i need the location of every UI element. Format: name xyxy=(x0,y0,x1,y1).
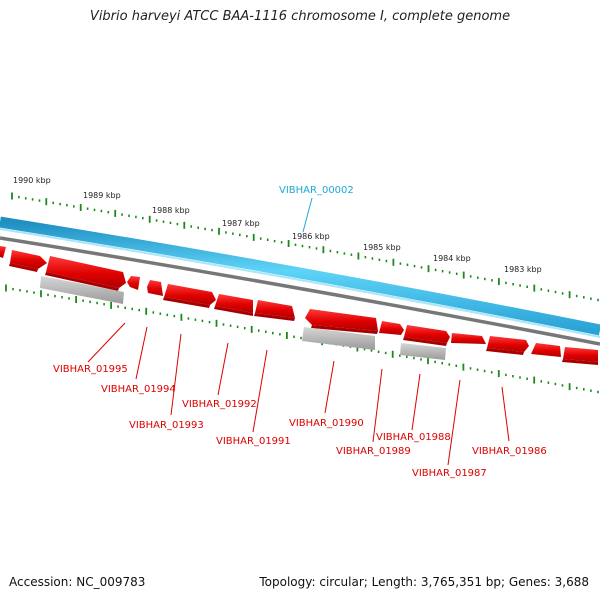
gene-arrow[interactable] xyxy=(531,343,561,357)
gene-label-vibhar-01994[interactable]: VIBHAR_01994 xyxy=(101,384,176,395)
gene-track xyxy=(0,246,598,365)
backbone-gray-track xyxy=(0,236,600,346)
gene-arrow[interactable] xyxy=(403,325,450,346)
feature-label-vibhar-00002[interactable]: VIBHAR_00002 xyxy=(279,185,354,196)
gene-label-vibhar-01988[interactable]: VIBHAR_01988 xyxy=(376,432,451,443)
scale-label-1990: 1990 kbp xyxy=(13,176,51,185)
gene-label-vibhar-01993[interactable]: VIBHAR_01993 xyxy=(129,420,204,431)
gene-label-vibhar-01995[interactable]: VIBHAR_01995 xyxy=(53,364,128,375)
scale-label-1986: 1986 kbp xyxy=(292,232,330,241)
gene-arrow[interactable] xyxy=(254,300,295,321)
gene-label-vibhar-01991[interactable]: VIBHAR_01991 xyxy=(216,436,291,447)
gene-arrow[interactable] xyxy=(214,294,253,316)
map-title: Vibrio harveyi ATCC BAA-1116 chromosome … xyxy=(89,9,511,24)
gene-arrow[interactable] xyxy=(0,246,6,258)
gene-label-vibhar-01990[interactable]: VIBHAR_01990 xyxy=(289,418,364,429)
gene-label-vibhar-01992[interactable]: VIBHAR_01992 xyxy=(182,399,257,410)
gene-arrow[interactable] xyxy=(379,321,404,335)
genome-summary-text: Topology: circular; Length: 3,765,351 bp… xyxy=(259,575,589,589)
accession-text: Accession: NC_009783 xyxy=(9,575,146,589)
gene-arrow[interactable] xyxy=(127,276,140,290)
pseudo-gene-track xyxy=(40,276,446,360)
gene-arrow[interactable] xyxy=(486,336,529,355)
pseudo-gene-bar[interactable] xyxy=(302,327,375,350)
gene-arrow[interactable] xyxy=(45,256,126,291)
scale-label-1983: 1983 kbp xyxy=(504,265,542,274)
gene-arrow[interactable] xyxy=(163,284,216,308)
outer-scale-ticks xyxy=(11,192,599,302)
scale-label-1984: 1984 kbp xyxy=(433,254,471,263)
gene-arrow[interactable] xyxy=(451,333,486,344)
gene-leaders xyxy=(87,322,510,466)
gene-arrow[interactable] xyxy=(9,250,47,272)
scale-label-1988: 1988 kbp xyxy=(152,206,190,215)
pseudo-gene-bar[interactable] xyxy=(40,276,124,304)
feature-leader-vibhar-00002 xyxy=(302,197,313,233)
backbone-cyan-track xyxy=(0,216,600,336)
gene-label-vibhar-01989[interactable]: VIBHAR_01989 xyxy=(336,446,411,457)
backbone-cyan-edge xyxy=(0,228,600,338)
scale-label-1989: 1989 kbp xyxy=(83,191,121,200)
gene-arrow[interactable] xyxy=(305,309,378,334)
scale-label-1985: 1985 kbp xyxy=(363,243,401,252)
gene-arrow[interactable] xyxy=(147,280,163,296)
gene-label-vibhar-01987[interactable]: VIBHAR_01987 xyxy=(412,468,487,479)
pseudo-gene-bar[interactable] xyxy=(400,343,446,360)
scale-label-1987: 1987 kbp xyxy=(222,219,260,228)
gene-label-vibhar-01986[interactable]: VIBHAR_01986 xyxy=(472,446,547,457)
gene-arrow[interactable] xyxy=(562,347,598,365)
